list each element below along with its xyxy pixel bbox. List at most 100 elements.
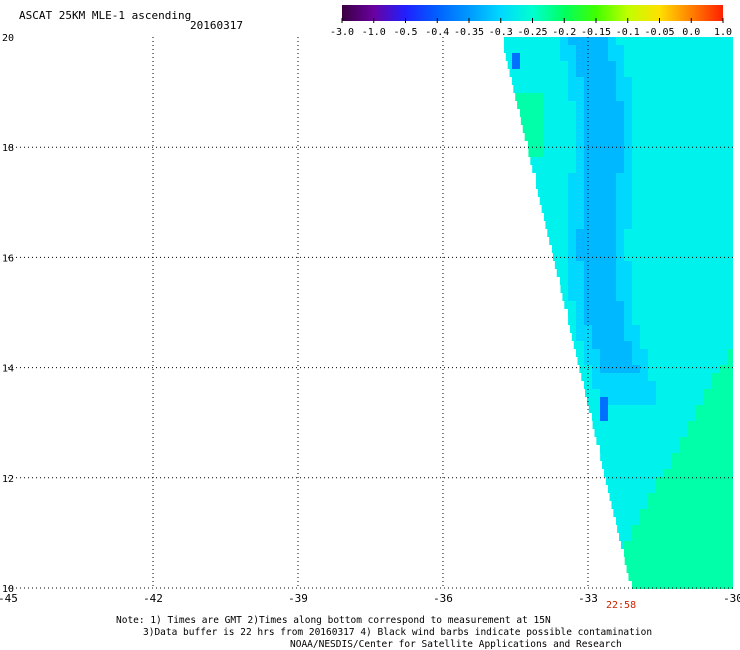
swath-cell [600,357,608,365]
swath-cell [568,53,576,61]
swath-cell [552,213,560,221]
swath-cell [688,245,696,253]
swath-cell [720,165,728,173]
swath-cell [544,125,552,133]
swath-cell [696,493,704,501]
swath-cell [600,229,608,237]
swath-cell [576,277,584,285]
swath-cell [720,197,728,205]
swath-cell [688,293,696,301]
swath-cell [624,229,632,237]
swath-cell [592,237,600,245]
swath-cell [624,101,632,109]
swath-cell [648,413,656,421]
swath-cell [672,181,680,189]
swath-cell [664,53,672,61]
swath-cell [616,245,624,253]
swath-cell [600,181,608,189]
swath-cell [592,93,600,101]
swath-cell [608,357,616,365]
swath-cell [552,245,560,253]
swath-cell [632,117,640,125]
swath-cell [704,453,712,461]
swath-cell [632,549,640,557]
swath-cell [632,413,640,421]
swath-cell [680,533,688,541]
swath-cell [672,133,680,141]
swath-cell [520,77,528,85]
swath-cell [672,277,680,285]
swath-cell [680,221,688,229]
swath-cell [656,477,664,485]
swath-cell [640,405,648,413]
swath-cell [656,485,664,493]
swath-cell [688,397,696,405]
swath-cell [680,509,688,517]
swath-cell [656,117,664,125]
swath-cell [728,565,733,573]
swath-cell [656,549,664,557]
swath-cell [624,533,632,541]
swath-cell [648,53,656,61]
colorbar-tick-labels: -3.0 -1.0 -0.5 -0.4 -0.35 -0.3 -0.25 -0.2 -0.15-… [330,27,732,38]
swath-cell [704,333,712,341]
swath-cell [728,541,733,549]
swath-cell [640,245,648,253]
swath-cell [648,541,656,549]
swath-cell [672,157,680,165]
swath-cell [664,165,672,173]
swath-cell [568,117,576,125]
swath-cell [560,61,568,69]
swath-cell [696,85,704,93]
swath-cell [704,237,712,245]
swath-cell [544,181,552,189]
swath-cell [624,141,632,149]
swath-cell [664,581,672,589]
swath-cell [704,117,712,125]
swath-cell [640,437,648,445]
swath-cell [576,349,584,357]
swath-cell [576,133,584,141]
swath-cell [648,61,656,69]
swath-cell [704,549,712,557]
swath-cell [579,365,588,373]
swath-cell [728,269,733,277]
swath-cell [704,109,712,117]
swath-cell [547,229,556,237]
swath-cell [568,221,576,229]
swath-cell [664,309,672,317]
swath-cell [592,317,600,325]
swath-cell [696,141,704,149]
swath-cell [624,429,632,437]
swath-cell [616,141,624,149]
swath-cell [712,181,720,189]
swath-cell [664,261,672,269]
swath-cell [720,61,728,69]
swath-cell [616,197,624,205]
swath-cell [616,493,624,501]
swath-cell [544,133,552,141]
swath-cell [616,309,624,317]
swath-cell [680,69,688,77]
swath-cell [704,325,712,333]
swath-cell [664,341,672,349]
colorbar-tick-label: -1.0 [362,27,386,38]
swath-cell [720,341,728,349]
swath-cell [600,381,608,389]
swath-cell [648,525,656,533]
swath-cell [688,445,696,453]
swath-cell [696,165,704,173]
swath-cell [664,501,672,509]
swath-cell [712,141,720,149]
swath-cell [704,509,712,517]
longitude-label: -39 [288,592,308,605]
swath-cell [536,53,544,61]
swath-cell [592,325,600,333]
swath-cell [696,317,704,325]
swath-cell [728,397,733,405]
swath-cell [688,157,696,165]
swath-cell [680,197,688,205]
swath-cell [712,421,720,429]
swath-cell [696,341,704,349]
swath-cell [688,133,696,141]
